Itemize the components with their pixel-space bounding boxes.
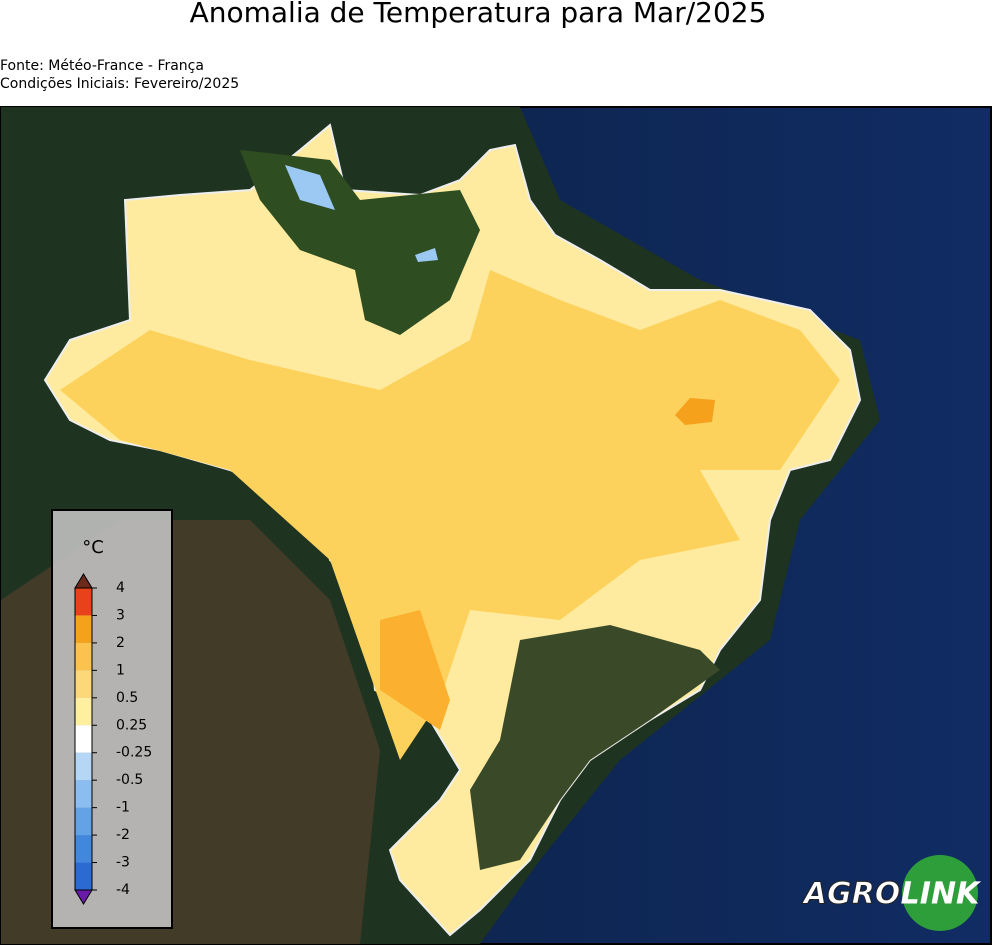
- colorbar-segment: [75, 670, 92, 698]
- colorbar-segment: [75, 725, 92, 753]
- source: Fonte: Météo-France - França: [0, 58, 204, 74]
- map-title: Anomalia de Temperatura para Mar/2025: [189, 0, 767, 29]
- colorbar-tick-label: -0.25: [116, 745, 152, 761]
- colorbar-outline: [74, 587, 93, 891]
- colorbar-tick-label: -2: [116, 827, 130, 843]
- cool-spot: [415, 248, 438, 262]
- logo-circle: [902, 855, 978, 931]
- colorbar-tick-label: 1: [116, 662, 125, 678]
- colorbar-tick-label: -3: [116, 855, 130, 871]
- colorbar-segment: [75, 752, 92, 781]
- colorbar-segment: [75, 615, 92, 643]
- legend-box: [51, 509, 173, 929]
- logo-right: LINK: [901, 877, 982, 912]
- colorbar-segment: [75, 780, 92, 808]
- colorbar-segment: [75, 642, 92, 671]
- cool-spot: [285, 165, 335, 210]
- logo-left: AGRO: [802, 877, 900, 912]
- hot-region: [380, 610, 450, 730]
- colorbar-segment: [75, 697, 92, 726]
- colorbar-segment: [75, 807, 92, 836]
- initial-conditions: Condições Iniciais: Fevereiro/2025: [0, 76, 240, 92]
- legend-unit: °C: [82, 537, 104, 558]
- colorbar-tick-label: 0.25: [116, 717, 147, 733]
- colorbar-tick-label: 2: [116, 635, 125, 651]
- colorbar-tick-label: -4: [116, 882, 130, 898]
- colorbar-tick-label: 3: [116, 607, 125, 623]
- colorbar-tick-label: -0.5: [116, 772, 143, 788]
- colorbar-tick-label: 0.5: [116, 690, 138, 706]
- colorbar: 4 3 2 1 0.5 0.25 -0.25 -0.5 -1 -2 -3 -4: [74, 573, 152, 905]
- colorbar-segment: [75, 862, 92, 890]
- colorbar-tick-label: 4: [116, 580, 125, 596]
- colorbar-segment: [75, 588, 92, 616]
- warm-region: [60, 270, 840, 760]
- hot-spot: [675, 398, 715, 425]
- colorbar-segment: [75, 835, 92, 863]
- colorbar-tick-label: -1: [116, 800, 130, 816]
- neutral-south: [470, 625, 720, 870]
